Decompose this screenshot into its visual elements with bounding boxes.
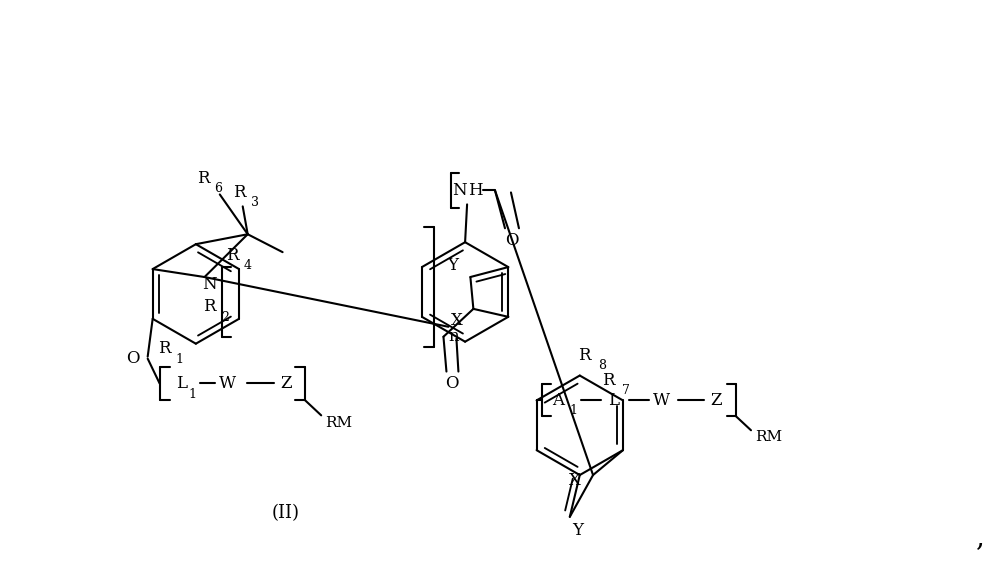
Text: R: R [233, 184, 246, 201]
Text: 1: 1 [569, 404, 577, 417]
Text: N: N [452, 182, 466, 199]
Text: R: R [579, 347, 591, 364]
Text: 2: 2 [221, 311, 229, 324]
Text: Y: Y [572, 522, 583, 539]
Text: ,: , [976, 524, 985, 551]
Text: W: W [219, 375, 236, 392]
Text: 4: 4 [243, 258, 251, 272]
Text: Z: Z [710, 392, 722, 409]
Text: Z: Z [281, 375, 292, 392]
Text: R: R [158, 340, 170, 357]
Text: A: A [553, 392, 565, 409]
Text: W: W [653, 392, 670, 409]
Text: R: R [203, 298, 215, 315]
Text: (II): (II) [272, 504, 300, 522]
Text: RM: RM [326, 416, 353, 430]
Text: R: R [226, 246, 239, 263]
Text: 1: 1 [189, 388, 197, 401]
Text: 8: 8 [598, 359, 606, 372]
Text: n: n [449, 328, 459, 345]
Text: 6: 6 [214, 182, 222, 195]
Text: X: X [569, 472, 581, 488]
Text: L: L [608, 392, 619, 409]
Text: O: O [505, 232, 519, 249]
Text: R: R [197, 170, 209, 187]
Text: X: X [450, 312, 462, 329]
Text: O: O [445, 375, 458, 392]
Text: O: O [126, 350, 139, 367]
Text: 7: 7 [622, 384, 630, 397]
Text: Y: Y [447, 257, 458, 274]
Text: RM: RM [755, 430, 783, 444]
Text: N: N [202, 276, 217, 293]
Text: H: H [468, 182, 482, 199]
Text: R: R [602, 372, 614, 389]
Text: 1: 1 [176, 353, 184, 366]
Text: 3: 3 [251, 196, 259, 209]
Text: L: L [176, 375, 187, 392]
